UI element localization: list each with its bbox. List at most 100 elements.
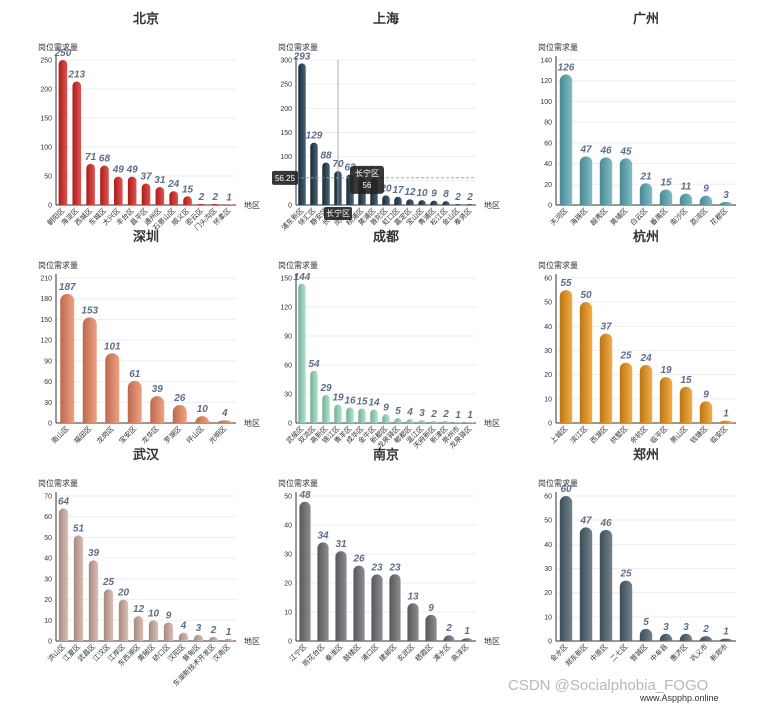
data-label: 5: [395, 406, 401, 417]
bar: [599, 333, 613, 423]
data-label: 55: [560, 278, 572, 289]
y-axis-label: 岗位需求量: [38, 42, 78, 52]
y-tick-label: 100: [40, 145, 52, 152]
bar: [195, 416, 210, 423]
data-label: 61: [129, 369, 141, 380]
bar: [172, 405, 187, 423]
data-label: 12: [133, 604, 145, 615]
x-axis-label: 地区: [484, 636, 500, 646]
bar: [639, 183, 653, 205]
tooltip-x-readout-box: [324, 207, 352, 220]
y-tick-label: 90: [44, 358, 52, 365]
data-label: 2: [210, 625, 217, 636]
data-label: 12: [404, 187, 416, 198]
y-axis-label: 岗位需求量: [278, 478, 318, 488]
data-label: 26: [173, 393, 186, 404]
bar: [659, 189, 673, 205]
chart-title: 北京: [133, 11, 159, 26]
bar: [299, 501, 311, 641]
data-label: 46: [599, 518, 612, 529]
y-tick-label: 250: [280, 82, 292, 89]
y-tick-label: 60: [544, 140, 552, 147]
x-axis-label: 地区: [244, 418, 260, 428]
bar: [559, 496, 573, 641]
data-label: 88: [320, 150, 332, 161]
x-tick-label: 巩义市: [688, 642, 709, 663]
x-tick-label: 福田区: [72, 424, 93, 445]
chart-title: 深圳: [133, 229, 159, 244]
data-label: 250: [54, 48, 72, 59]
bar: [442, 201, 450, 205]
data-label: 1: [723, 627, 729, 638]
chart-title: 上海: [373, 11, 399, 26]
data-label: 17: [392, 185, 404, 196]
data-label: 13: [407, 591, 419, 602]
x-tick-label: 黄埔区: [608, 206, 629, 227]
data-label: 4: [406, 407, 413, 418]
x-tick-label: 余杭区: [628, 424, 649, 445]
data-label: 3: [683, 622, 689, 633]
bar: [141, 183, 151, 205]
bar: [127, 380, 142, 423]
bar: [719, 420, 733, 423]
bar: [619, 158, 633, 205]
y-axis-label: 岗位需求量: [538, 478, 578, 488]
data-label: 15: [356, 397, 368, 408]
bar: [148, 620, 159, 641]
bar: [370, 409, 378, 423]
y-tick-label: 50: [44, 535, 52, 542]
y-tick-label: 0: [48, 639, 52, 646]
bar: [100, 165, 109, 205]
y-tick-label: 0: [288, 421, 292, 428]
y-axis-label: 岗位需求量: [38, 478, 78, 488]
x-tick-label: 建邺区: [377, 642, 398, 663]
bar: [58, 59, 68, 205]
x-tick-label: 鼓楼区: [341, 642, 362, 663]
y-tick-label: 150: [40, 116, 52, 123]
chart-panel-1: 北京岗位需求量050100150200250地区250朝阳区213海淀区71西城…: [38, 11, 260, 232]
y-tick-label: 0: [48, 203, 52, 210]
bar: [466, 204, 474, 205]
bar: [169, 191, 178, 205]
data-label: 25: [102, 577, 115, 588]
bar: [88, 560, 99, 641]
y-tick-label: 60: [44, 379, 52, 386]
y-tick-label: 0: [48, 421, 52, 428]
data-label: 37: [140, 172, 152, 183]
bar: [217, 420, 232, 423]
bar: [679, 193, 693, 205]
y-tick-label: 120: [280, 305, 292, 312]
data-label: 9: [703, 389, 709, 400]
bar: [223, 638, 234, 641]
y-tick-label: 40: [544, 542, 552, 549]
chart-title: 郑州: [633, 447, 659, 462]
y-tick-label: 10: [544, 614, 552, 621]
x-tick-label: 惠济区: [668, 642, 689, 663]
data-label: 9: [166, 610, 172, 621]
y-tick-label: 10: [44, 618, 52, 625]
y-tick-label: 60: [544, 276, 552, 283]
data-label: 25: [619, 351, 632, 362]
data-label: 24: [639, 353, 652, 364]
data-label: 45: [619, 146, 632, 157]
tooltip-bar-label: 长宁区: [355, 168, 379, 178]
x-tick-label: 玄武区: [395, 642, 416, 663]
y-tick-label: 0: [548, 203, 552, 210]
x-tick-label: 番禺区: [649, 207, 670, 228]
bar: [382, 195, 390, 205]
data-label: 21: [639, 171, 652, 182]
data-label: 11: [681, 182, 692, 193]
y-tick-label: 30: [44, 400, 52, 407]
data-label: 2: [211, 192, 218, 203]
chart-panel-9: 郑州岗位需求量010203040506060金水区47郑东新区46中原区25二七…: [538, 447, 736, 668]
data-label: 144: [294, 272, 311, 283]
x-tick-label: 花都区: [708, 206, 729, 227]
x-tick-label: 西湖区: [588, 424, 609, 445]
x-tick-label: 钱塘区: [688, 424, 709, 445]
data-label: 3: [723, 190, 729, 201]
y-tick-label: 60: [544, 494, 552, 501]
watermark-site: www.Aspphp.online: [640, 693, 719, 703]
data-label: 10: [197, 404, 209, 415]
y-tick-label: 20: [544, 182, 552, 189]
